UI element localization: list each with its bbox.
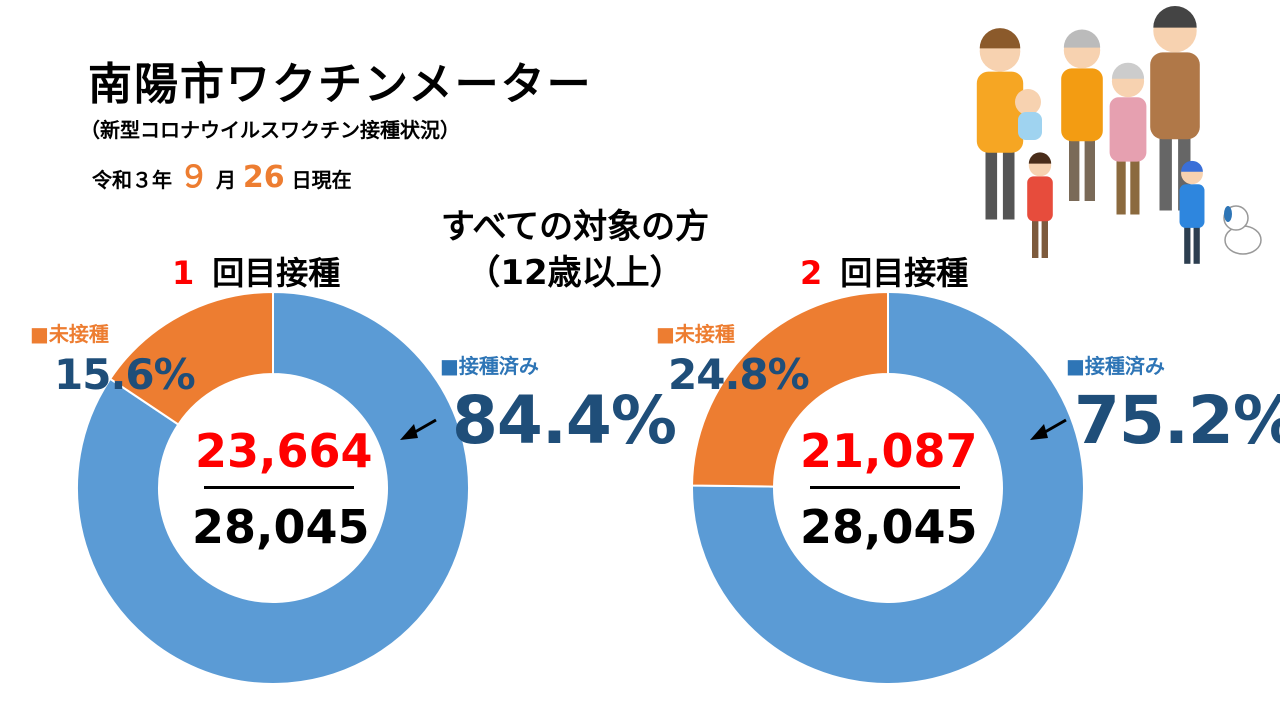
dog-icon bbox=[1224, 225, 1262, 255]
grandma-icon-hair bbox=[1111, 62, 1145, 79]
mother-icon-hair bbox=[979, 28, 1021, 49]
target-heading-line1: すべての対象の方 bbox=[440, 207, 710, 247]
date-month: ９ bbox=[178, 160, 209, 195]
grandpa-icon-leg-right bbox=[1084, 136, 1095, 201]
boy-icon-body bbox=[1179, 184, 1205, 228]
dose1-vaccinated-legend: ■接種済み bbox=[440, 354, 539, 378]
grandma-icon-leg-left bbox=[1116, 157, 1126, 215]
dose2-number: 2 bbox=[800, 254, 823, 292]
dose2-fraction-divider bbox=[810, 486, 960, 489]
dose2-total-count: 28,045 bbox=[800, 500, 978, 554]
father-icon-leg-left bbox=[1159, 133, 1172, 211]
grandpa-icon-body bbox=[1061, 68, 1103, 142]
page-title: 南陽市ワクチンメーター bbox=[88, 59, 593, 110]
dose2-arrowhead-icon bbox=[1030, 424, 1048, 440]
boy-icon-leg-left bbox=[1184, 224, 1191, 264]
mother-icon-leg-right bbox=[1002, 147, 1015, 220]
mother-icon-leg-left bbox=[985, 147, 998, 220]
dog-ear-icon bbox=[1224, 206, 1232, 222]
dose1-vaccinated-slice bbox=[76, 290, 470, 685]
date-prefix: 令和３年 bbox=[92, 168, 172, 192]
girl-icon-leg-left bbox=[1032, 218, 1039, 258]
dose2-vaccinated-pct: 75.2% bbox=[1074, 382, 1280, 459]
dose1-title-text: 回目接種 bbox=[212, 254, 341, 292]
date-day-suffix: 日現在 bbox=[291, 168, 352, 192]
dose2-vaccinated-legend: ■接種済み bbox=[1066, 354, 1165, 378]
dose1-unvaccinated-legend: ■未接種 bbox=[30, 322, 109, 346]
dose1-unvaccinated-pct: 15.6% bbox=[54, 350, 196, 399]
target-heading-line2: （12歳以上） bbox=[466, 253, 684, 293]
grandpa-icon-leg-left bbox=[1069, 136, 1080, 201]
grandpa-icon-hair bbox=[1063, 29, 1101, 48]
dose2-title: 2 回目接種 bbox=[800, 248, 968, 294]
dose1-number: 1 bbox=[172, 254, 195, 292]
dose1-arrowhead-icon bbox=[400, 424, 418, 440]
page-subtitle: （新型コロナウイルスワクチン接種状況） bbox=[80, 118, 460, 142]
dose1-fraction-divider bbox=[204, 486, 354, 489]
dose2-unvaccinated-slice bbox=[691, 290, 889, 488]
dose1-total-count: 28,045 bbox=[192, 500, 370, 554]
dose2-unvaccinated-legend: ■未接種 bbox=[656, 322, 735, 346]
grandma-icon-leg-right bbox=[1130, 157, 1140, 215]
boy-icon-leg-right bbox=[1193, 224, 1200, 264]
boy-icon-hair bbox=[1181, 160, 1203, 172]
girl-icon-hair bbox=[1028, 152, 1052, 164]
as-of-date: 令和３年 ９ 月 26 日現在 bbox=[92, 152, 352, 196]
father-icon-hair bbox=[1153, 5, 1197, 28]
father-icon-body bbox=[1150, 52, 1200, 140]
date-day: 26 bbox=[242, 160, 285, 195]
girl-icon-body bbox=[1027, 176, 1053, 222]
girl-icon-leg-right bbox=[1041, 218, 1048, 258]
dose1-unvaccinated-slice bbox=[108, 290, 274, 426]
dose2-vaccinated-count: 21,087 bbox=[800, 424, 978, 478]
baby-icon bbox=[1015, 89, 1041, 115]
target-heading: すべての対象の方 （12歳以上） bbox=[400, 204, 750, 296]
dose2-title-text: 回目接種 bbox=[840, 254, 969, 292]
dose2-unvaccinated-pct: 24.8% bbox=[668, 350, 810, 399]
dose1-title: 1 回目接種 bbox=[172, 248, 340, 294]
date-month-suffix: 月 bbox=[215, 168, 236, 192]
dose1-vaccinated-count: 23,664 bbox=[195, 424, 373, 478]
baby-body-icon bbox=[1018, 112, 1042, 140]
dose2-vaccinated-slice bbox=[691, 290, 1085, 685]
dose1-vaccinated-pct: 84.4% bbox=[452, 382, 677, 459]
mother-icon-body bbox=[976, 71, 1024, 153]
grandma-icon-body bbox=[1109, 97, 1147, 162]
